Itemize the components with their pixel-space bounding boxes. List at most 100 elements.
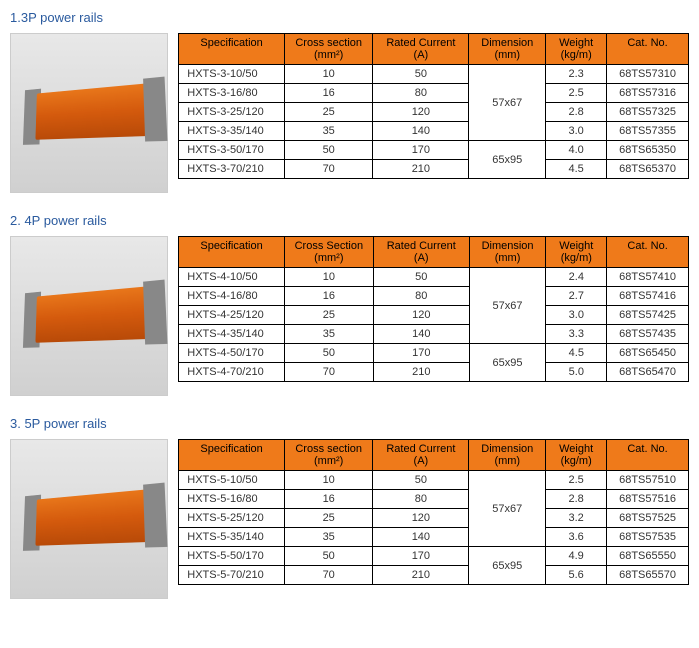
cell-dim: 57x67 xyxy=(469,471,546,547)
cell-cat: 68TS57510 xyxy=(607,471,689,490)
cell-cs: 25 xyxy=(284,306,373,325)
th-wt: Weight xyxy=(546,34,607,50)
section-3: 3. 5P power rails SpecificationCross sect… xyxy=(10,416,689,599)
spec-table: SpecificationCross sectionRated CurrentD… xyxy=(178,439,689,585)
cell-cat: 68TS65470 xyxy=(607,363,689,382)
th-dim: Dimension xyxy=(469,237,546,253)
th-spec: Specification xyxy=(179,440,285,456)
table-row: HXTS-4-35/140351403.368TS57435 xyxy=(179,325,689,344)
table-row: HXTS-5-50/1705017065x954.968TS65550 xyxy=(179,547,689,566)
cell-cs: 10 xyxy=(284,65,372,84)
table-row: HXTS-4-70/210702105.068TS65470 xyxy=(179,363,689,382)
th-wt-u: (kg/m) xyxy=(546,252,607,268)
cell-rc: 140 xyxy=(373,325,469,344)
cell-dim: 57x67 xyxy=(469,65,546,141)
cell-spec: HXTS-5-70/210 xyxy=(179,566,285,585)
cell-cat: 68TS57316 xyxy=(607,84,689,103)
th-cat-u xyxy=(607,49,689,65)
cell-rc: 120 xyxy=(373,306,469,325)
cell-wt: 4.5 xyxy=(546,344,607,363)
cell-spec: HXTS-5-10/50 xyxy=(179,471,285,490)
th-spec: Specification xyxy=(179,237,285,253)
cell-rc: 50 xyxy=(373,268,469,287)
cell-wt: 2.5 xyxy=(546,471,607,490)
section-body: SpecificationCross sectionRated CurrentD… xyxy=(10,439,689,599)
cell-rc: 210 xyxy=(373,566,469,585)
th-rc-u: (A) xyxy=(373,455,469,471)
cell-cat: 68TS57535 xyxy=(607,528,689,547)
cell-cs: 16 xyxy=(284,84,372,103)
th-wt-u: (kg/m) xyxy=(546,455,607,471)
cell-dim: 65x95 xyxy=(469,344,546,382)
cell-wt: 3.0 xyxy=(546,122,607,141)
spec-table: SpecificationCross sectionRated CurrentD… xyxy=(178,33,689,179)
table-row: HXTS-4-16/8016802.768TS57416 xyxy=(179,287,689,306)
th-wt: Weight xyxy=(546,440,607,456)
cell-cs: 25 xyxy=(284,509,372,528)
cell-wt: 2.5 xyxy=(546,84,607,103)
table-row: HXTS-3-50/1705017065x954.068TS65350 xyxy=(179,141,689,160)
cell-cs: 70 xyxy=(284,363,373,382)
table-row: HXTS-3-16/8016802.568TS57316 xyxy=(179,84,689,103)
cell-spec: HXTS-5-50/170 xyxy=(179,547,285,566)
th-cs-u: (mm²) xyxy=(284,252,373,268)
cell-cs: 10 xyxy=(284,471,372,490)
product-image xyxy=(10,439,168,599)
cell-rc: 120 xyxy=(373,103,469,122)
cell-wt: 2.8 xyxy=(546,103,607,122)
section-2: 2. 4P power railsSpecificationCross Sect… xyxy=(10,213,689,396)
th-cs: Cross section xyxy=(284,34,372,50)
cell-cs: 50 xyxy=(284,141,372,160)
th-dim-u: (mm) xyxy=(469,49,546,65)
cell-cat: 68TS65450 xyxy=(607,344,689,363)
table-row: HXTS-5-70/210702105.668TS65570 xyxy=(179,566,689,585)
table-row: HXTS-5-10/50105057x672.568TS57510 xyxy=(179,471,689,490)
cell-wt: 3.2 xyxy=(546,509,607,528)
cell-spec: HXTS-4-70/210 xyxy=(179,363,285,382)
cell-cat: 68TS57325 xyxy=(607,103,689,122)
th-cat-u xyxy=(607,252,689,268)
cell-spec: HXTS-4-16/80 xyxy=(179,287,285,306)
cell-rc: 140 xyxy=(373,122,469,141)
cell-wt: 3.3 xyxy=(546,325,607,344)
table-row: HXTS-4-25/120251203.068TS57425 xyxy=(179,306,689,325)
cell-wt: 4.5 xyxy=(546,160,607,179)
cell-spec: HXTS-5-16/80 xyxy=(179,490,285,509)
cell-wt: 2.4 xyxy=(546,268,607,287)
th-dim-u: (mm) xyxy=(469,455,546,471)
th-dim: Dimension xyxy=(469,34,546,50)
th-cs-u: (mm²) xyxy=(284,49,372,65)
cell-wt: 5.0 xyxy=(546,363,607,382)
cell-cat: 68TS65350 xyxy=(607,141,689,160)
cell-cat: 68TS57425 xyxy=(607,306,689,325)
cell-rc: 80 xyxy=(373,287,469,306)
cell-cat: 68TS57525 xyxy=(607,509,689,528)
cell-wt: 2.7 xyxy=(546,287,607,306)
cell-rc: 50 xyxy=(373,65,469,84)
th-dim-u: (mm) xyxy=(469,252,546,268)
cell-cs: 10 xyxy=(284,268,373,287)
table-row: HXTS-3-35/140351403.068TS57355 xyxy=(179,122,689,141)
th-cs-u: (mm²) xyxy=(284,455,372,471)
cell-cs: 35 xyxy=(284,528,372,547)
th-rc-u: (A) xyxy=(373,49,469,65)
cell-cs: 50 xyxy=(284,344,373,363)
table-row: HXTS-5-16/8016802.868TS57516 xyxy=(179,490,689,509)
cell-wt: 2.3 xyxy=(546,65,607,84)
cell-spec: HXTS-3-25/120 xyxy=(179,103,285,122)
cell-spec: HXTS-4-35/140 xyxy=(179,325,285,344)
cell-cat: 68TS57410 xyxy=(607,268,689,287)
cell-spec: HXTS-5-35/140 xyxy=(179,528,285,547)
th-spec-u xyxy=(179,455,285,471)
table-row: HXTS-5-35/140351403.668TS57535 xyxy=(179,528,689,547)
cell-cs: 35 xyxy=(284,325,373,344)
th-spec-u xyxy=(179,49,285,65)
section-title: 3. 5P power rails xyxy=(10,416,689,431)
product-image xyxy=(10,33,168,193)
cell-rc: 80 xyxy=(373,490,469,509)
cell-spec: HXTS-4-10/50 xyxy=(179,268,285,287)
cell-dim: 57x67 xyxy=(469,268,546,344)
table-row: HXTS-5-25/120251203.268TS57525 xyxy=(179,509,689,528)
cell-rc: 120 xyxy=(373,509,469,528)
cell-cat: 68TS65370 xyxy=(607,160,689,179)
